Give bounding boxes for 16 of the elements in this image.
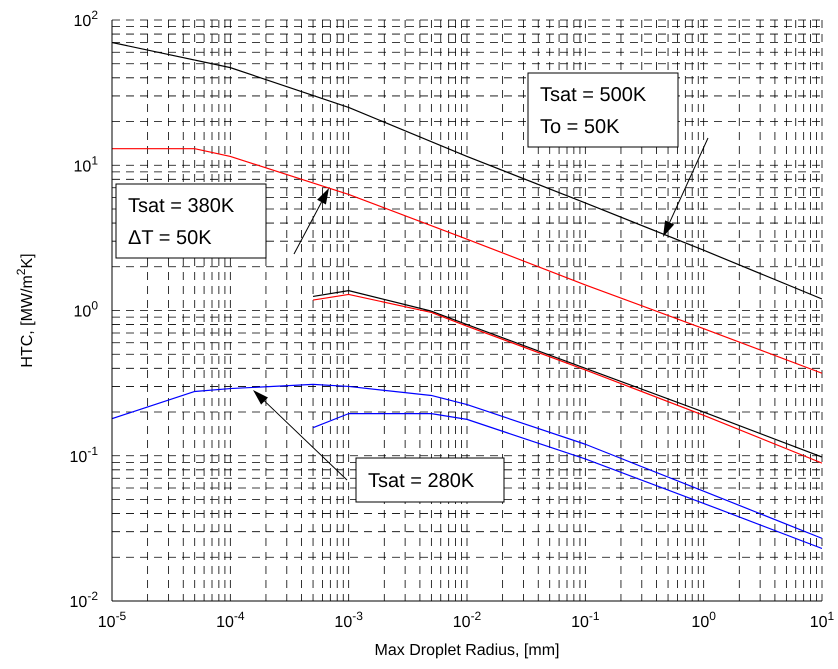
x-tick-label: 10$^{0}$ (691, 609, 716, 631)
y-tick-label: 10$^{-1}$ (70, 444, 98, 466)
x-tick-label: 10$^{-2}$ (452, 609, 482, 631)
annotation: Tsat = 280K (368, 470, 475, 492)
x-axis-title: Max Droplet Radius, [mm] (374, 642, 560, 659)
y-tick-label: 10$^{1}$ (74, 153, 98, 176)
x-tick-label: 10$^{1}$ (810, 609, 835, 631)
y-tick-label: 10$^{2}$ (74, 8, 98, 30)
y-tick-label: 10$^{0}$ (74, 298, 98, 320)
x-tick-label: 10$^{-4}$ (216, 609, 245, 631)
x-tick-label: 10$^{-5}$ (98, 609, 127, 631)
y-tick-label: 10$^{-2}$ (70, 589, 98, 611)
x-tick-label: 10$^{-1}$ (571, 609, 600, 631)
annotation: Tsat = 500K To = 50K (540, 84, 647, 138)
x-tick-label: 10$^{-3}$ (334, 609, 364, 631)
annotation: Tsat = 380K ΔT = 50K (128, 195, 235, 249)
